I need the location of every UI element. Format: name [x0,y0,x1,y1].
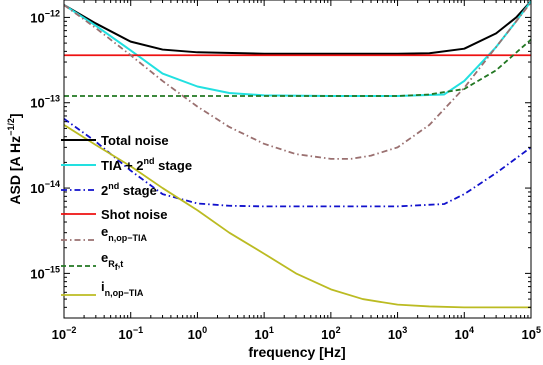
legend-label-6: eRf,t [101,250,123,272]
legend-label-1: Total noise [101,133,169,148]
plot-frame [63,0,532,319]
series-line-7 [64,124,531,309]
legend-label-4: Shot noise [101,207,167,222]
y-axis-title-main: ASD [A Hz [7,136,23,205]
legend-label-2: TIA + 2nd stage [101,156,192,173]
x-tick-label: 102 [321,325,340,342]
ticks-layer: 10−2 10−1 100 101 102 103 104 105 10−15 10−14 10−1… [30,0,541,342]
y-tick-label: 10−12 [30,8,60,25]
y-tick-label: 10−14 [30,179,60,196]
x-tick-label: 101 [254,325,273,342]
x-tick-label: 10−2 [52,325,77,342]
x-tick-label: 105 [522,325,541,342]
y-axis-title-exponent: −1/2 [6,118,16,136]
y-tick-label: 10−13 [30,94,60,111]
x-tick-label: 10−1 [118,325,143,342]
series-line-3 [64,117,531,208]
legend-label-3: 2nd stage [101,181,157,198]
legend-label-7: in,op−TIA [101,279,144,298]
series-line-1 [64,0,531,55]
y-tick-label: 10−15 [30,264,60,281]
x-tick-label: 104 [455,325,474,342]
x-tick-label: 103 [388,325,407,342]
x-tick-label: 100 [188,325,207,342]
legend-label-5: en,op−TIA [101,224,147,243]
legend: Total noise TIA + 2nd stage 2nd stage Shot … [61,133,192,298]
y-axis-title: ASD [A Hz−1/2] [6,113,23,204]
series-line-6 [64,38,531,97]
series-line-5 [64,1,531,160]
x-axis-title: frequency [Hz] [248,344,345,360]
series-layer [64,0,531,309]
svg-text:ASD [A Hz−1/2]: ASD [A Hz−1/2] [6,113,23,204]
y-axis-title-suffix: ] [7,113,23,118]
